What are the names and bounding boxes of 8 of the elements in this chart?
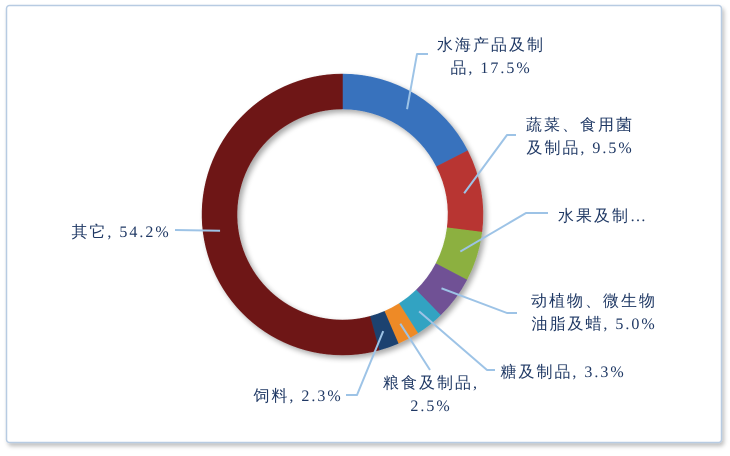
data-label: 蔬菜、食用菌及制品, 9.5%: [526, 117, 634, 157]
data-label: 糖及制品, 3.3%: [500, 364, 626, 381]
data-label: 水果及制…: [558, 208, 648, 225]
data-label: 其它, 54.2%: [71, 224, 171, 241]
data-label: 水海产品及制品, 17.5%: [437, 37, 545, 77]
data-label: 动植物、微生物油脂及蜡, 5.0%: [531, 293, 657, 333]
data-label: 饲料, 2.3%: [253, 388, 343, 405]
data-label: 粮食及制品, 2.5%: [383, 375, 479, 415]
